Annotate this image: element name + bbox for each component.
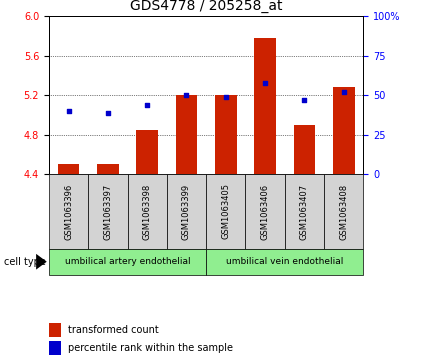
Bar [324,174,363,249]
Title: GDS4778 / 205258_at: GDS4778 / 205258_at [130,0,282,13]
Point [340,89,347,95]
Point [144,102,150,108]
Point [183,93,190,98]
Text: GSM1063405: GSM1063405 [221,183,230,240]
Bar [58,164,79,174]
Text: GSM1063399: GSM1063399 [182,183,191,240]
Bar [294,125,315,174]
Bar [136,130,158,174]
Bar [285,174,324,249]
Bar [49,341,61,355]
Point [301,97,308,103]
Bar [167,174,206,249]
Point [105,110,111,115]
Bar [97,164,119,174]
Text: GSM1063397: GSM1063397 [103,183,112,240]
Text: transformed count: transformed count [68,325,159,335]
Bar [49,174,88,249]
Text: GSM1063396: GSM1063396 [64,183,73,240]
Text: GSM1063398: GSM1063398 [143,183,152,240]
Point [222,94,229,100]
Bar [215,95,237,174]
Text: percentile rank within the sample: percentile rank within the sample [68,343,232,354]
Bar [206,249,363,275]
Text: umbilical artery endothelial: umbilical artery endothelial [65,257,190,266]
Bar [176,95,197,174]
Bar [49,323,61,338]
Text: cell type: cell type [4,257,46,267]
Text: umbilical vein endothelial: umbilical vein endothelial [226,257,343,266]
Bar [128,174,167,249]
Bar [333,87,354,174]
Text: GSM1063408: GSM1063408 [339,183,348,240]
Bar [49,249,206,275]
Bar [88,174,128,249]
Bar [254,38,276,174]
Text: GSM1063407: GSM1063407 [300,183,309,240]
Bar [206,174,245,249]
Point [65,108,72,114]
Bar [245,174,285,249]
Polygon shape [36,254,47,270]
Text: GSM1063406: GSM1063406 [261,183,269,240]
Point [262,80,269,86]
